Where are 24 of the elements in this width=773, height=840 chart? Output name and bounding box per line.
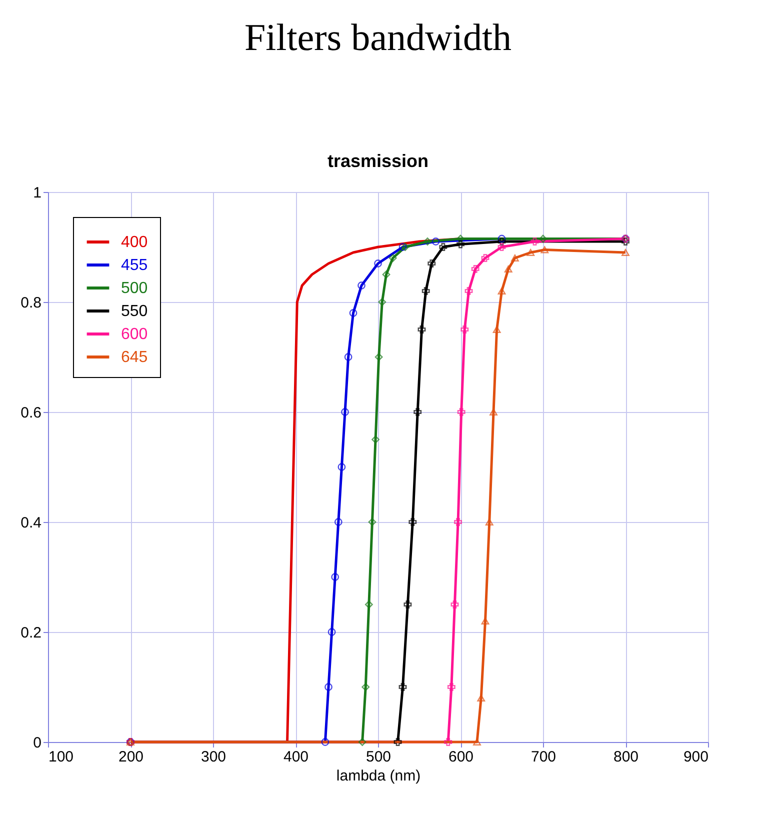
x-tick-label: 800 xyxy=(613,748,639,766)
x-tick-label: 500 xyxy=(366,748,392,766)
chart-title: Filters bandwidth xyxy=(244,17,512,59)
x-tick-label: 200 xyxy=(118,748,144,766)
y-tick-label: 0.6 xyxy=(20,404,42,422)
x-tick-label: 100 xyxy=(48,748,74,766)
y-tick-label: 0.4 xyxy=(20,514,42,532)
legend-label: 645 xyxy=(121,349,148,366)
y-tick-label: 1 xyxy=(33,184,42,202)
x-tick-label: 700 xyxy=(530,748,556,766)
y-tick-label: 0 xyxy=(33,734,42,752)
y-tick-label: 0.8 xyxy=(20,294,42,312)
x-tick-label: 300 xyxy=(200,748,226,766)
legend-label: 455 xyxy=(121,257,148,274)
legend-label: 600 xyxy=(121,326,148,343)
x-tick-label: 900 xyxy=(683,748,708,766)
legend-label: 550 xyxy=(121,303,148,320)
x-tick-label: 400 xyxy=(283,748,309,766)
x-tick-label: 600 xyxy=(448,748,474,766)
chart-subtitle: trasmission xyxy=(327,151,429,171)
x-axis-title: lambda (nm) xyxy=(336,768,421,784)
legend-label: 500 xyxy=(121,280,148,297)
legend-label: 400 xyxy=(121,234,148,251)
y-tick-label: 0.2 xyxy=(20,624,42,642)
